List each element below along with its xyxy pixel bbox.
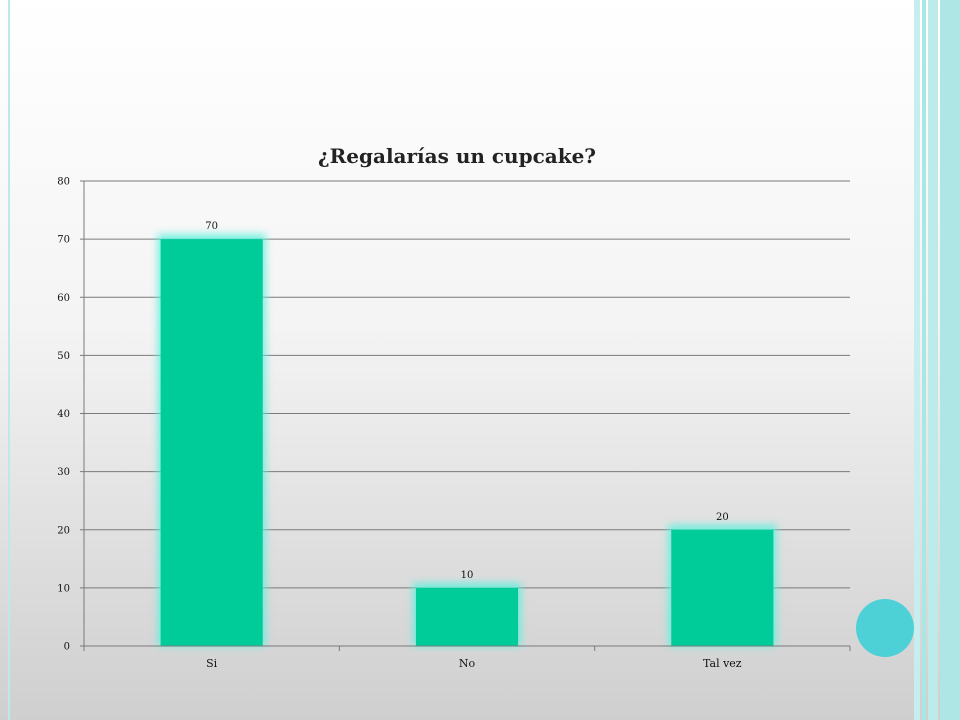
data-label: 10: [461, 570, 474, 581]
y-tick-label: 50: [57, 351, 70, 362]
category-label: Tal vez: [703, 657, 742, 670]
y-tick-label: 40: [57, 409, 70, 420]
data-label: 70: [205, 221, 218, 232]
y-tick-label: 0: [64, 642, 70, 653]
right-decorative-stripes: [914, 0, 960, 720]
category-label: Si: [206, 657, 218, 670]
y-tick-label: 30: [57, 467, 70, 478]
y-tick-label: 10: [57, 583, 70, 594]
chart-title: ¿Regalarías un cupcake?: [318, 144, 596, 168]
y-tick-label: 20: [57, 525, 70, 536]
category-label: No: [459, 657, 476, 670]
y-tick-label: 60: [57, 293, 70, 304]
data-label: 20: [716, 512, 729, 523]
bar: [415, 587, 519, 646]
bar: [160, 239, 263, 646]
left-border-line: [8, 0, 10, 720]
decorative-circle: [856, 599, 914, 657]
bar: [671, 529, 774, 646]
y-tick-label: 70: [57, 235, 70, 246]
y-tick-label: 80: [57, 177, 70, 188]
